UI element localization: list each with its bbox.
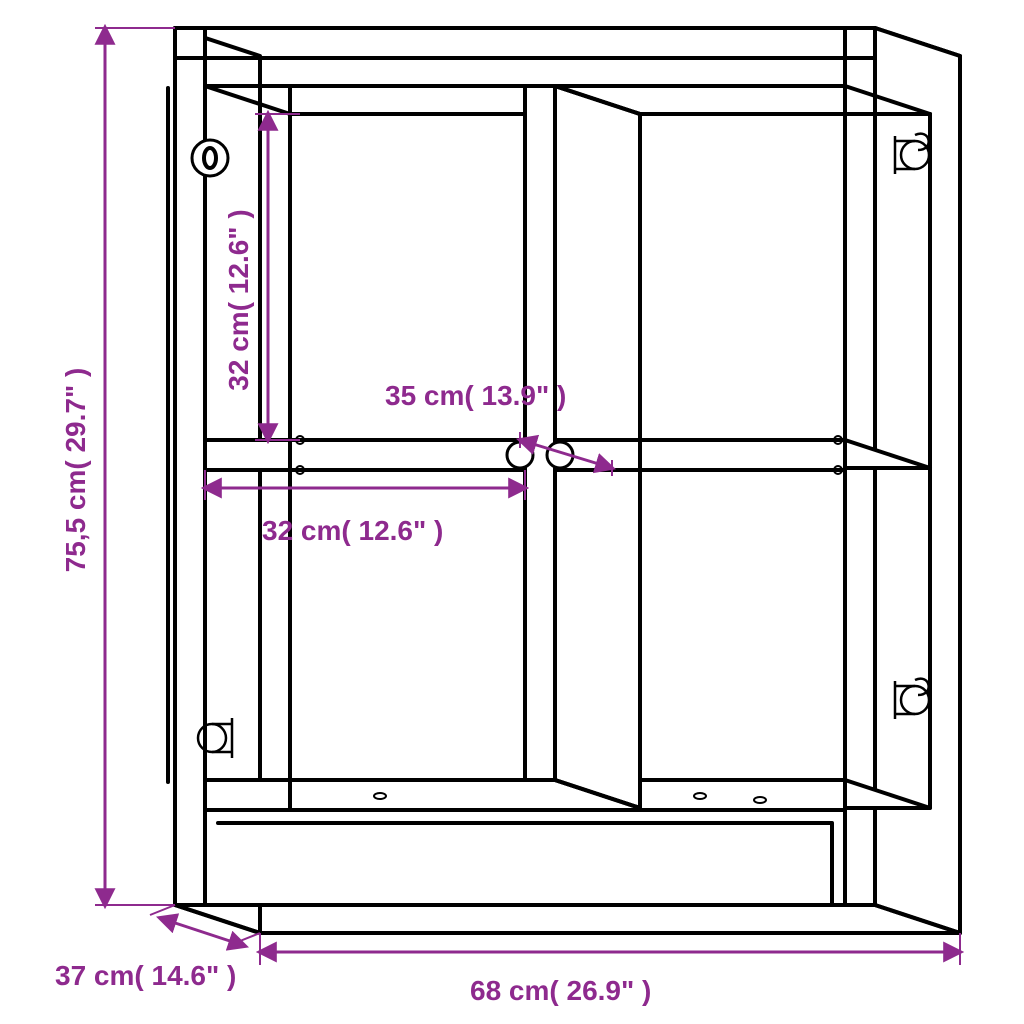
dim-shelf-depth-label: 35 cm( 13.9" )	[385, 380, 566, 411]
dim-depth-label: 37 cm( 14.6" )	[55, 960, 236, 991]
dim-shelf-height-label: 32 cm( 12.6" )	[223, 209, 254, 390]
dim-width-label: 68 cm( 26.9" )	[470, 975, 651, 1006]
cabinet-dimension-diagram: 75,5 cm( 29.7" ) 32 cm( 12.6" ) 35 cm( 1…	[0, 0, 1024, 1024]
dim-height-label: 75,5 cm( 29.7" )	[60, 368, 91, 573]
dim-shelf-width-label: 32 cm( 12.6" )	[262, 515, 443, 546]
